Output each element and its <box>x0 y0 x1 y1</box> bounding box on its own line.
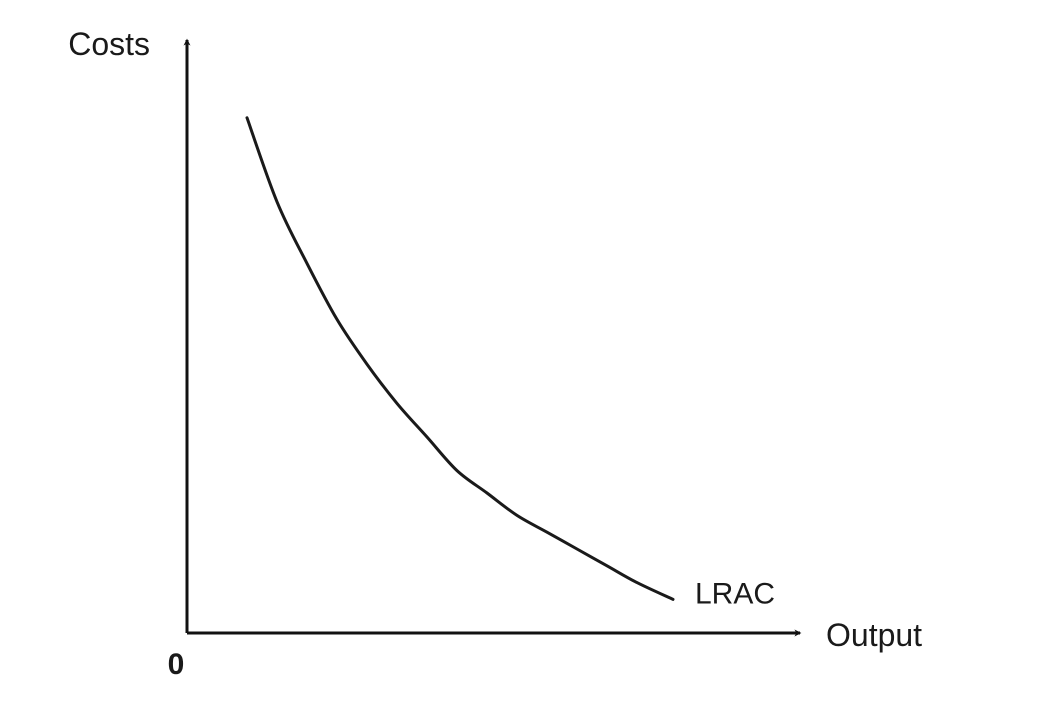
origin-label: 0 <box>168 648 185 681</box>
y-axis-label: Costs <box>68 26 150 62</box>
lrac-curve <box>245 116 675 601</box>
x-axis-label: Output <box>826 617 922 653</box>
lrac-series-label: LRAC <box>695 577 775 610</box>
